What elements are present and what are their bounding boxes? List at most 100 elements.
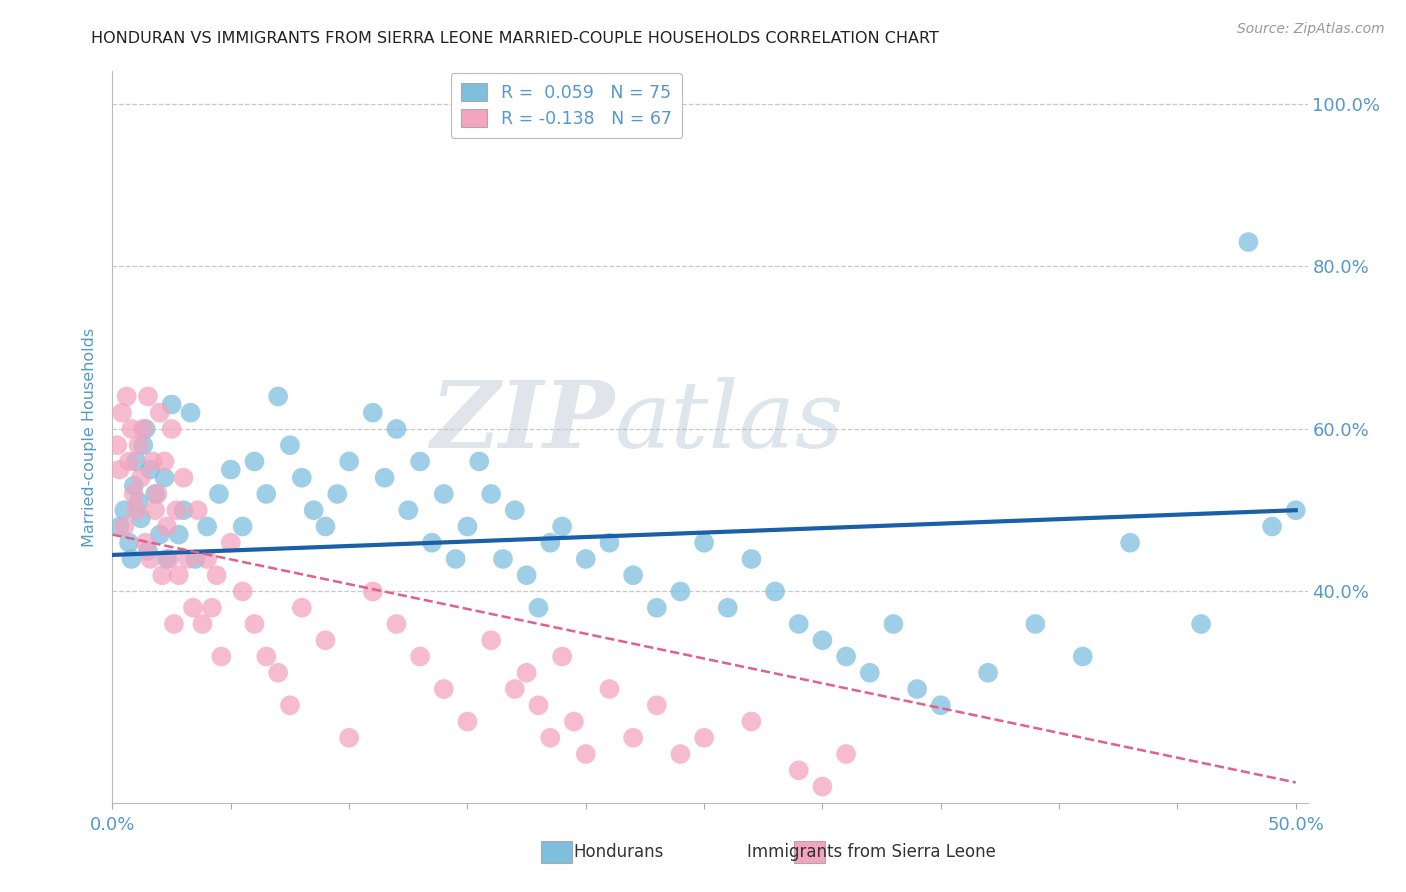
- Point: [232, 584, 254, 599]
- Point: [326, 487, 349, 501]
- Point: [128, 495, 150, 509]
- Point: [160, 398, 183, 412]
- Point: [254, 649, 277, 664]
- Point: [146, 487, 169, 501]
- Point: [693, 535, 716, 549]
- Point: [156, 519, 179, 533]
- Point: [374, 471, 396, 485]
- Point: [208, 487, 231, 501]
- Point: [184, 552, 207, 566]
- Point: [243, 454, 266, 468]
- Point: [129, 471, 152, 485]
- Point: [503, 503, 526, 517]
- Point: [740, 552, 762, 566]
- Point: [669, 584, 692, 599]
- Point: [337, 454, 360, 468]
- Point: [337, 731, 360, 745]
- Point: [811, 780, 834, 794]
- Point: [195, 519, 218, 533]
- Point: [598, 681, 620, 696]
- Point: [302, 503, 325, 517]
- Point: [143, 503, 166, 517]
- Point: [291, 471, 314, 485]
- Point: [905, 681, 928, 696]
- Point: [219, 462, 242, 476]
- Point: [150, 568, 173, 582]
- Point: [128, 438, 150, 452]
- Point: [859, 665, 882, 680]
- Point: [149, 527, 172, 541]
- Point: [118, 535, 141, 549]
- Point: [125, 454, 148, 468]
- Point: [1119, 535, 1142, 549]
- Point: [195, 552, 218, 566]
- Point: [1024, 617, 1046, 632]
- Point: [787, 764, 810, 778]
- Point: [254, 487, 277, 501]
- Point: [219, 535, 242, 549]
- Point: [538, 535, 561, 549]
- Point: [115, 389, 138, 403]
- Point: [929, 698, 952, 713]
- Point: [314, 633, 336, 648]
- Point: [503, 681, 526, 696]
- Point: [385, 422, 408, 436]
- Point: [111, 406, 134, 420]
- Point: [787, 617, 810, 632]
- Point: [479, 487, 502, 501]
- Point: [143, 487, 166, 501]
- Point: [149, 406, 172, 420]
- Point: [177, 552, 200, 566]
- Point: [209, 649, 232, 664]
- Point: [108, 462, 131, 476]
- Point: [112, 519, 135, 533]
- Point: [1237, 235, 1260, 249]
- Point: [396, 503, 419, 517]
- Point: [167, 568, 190, 582]
- Point: [835, 747, 858, 761]
- Point: [492, 552, 515, 566]
- Point: [120, 422, 142, 436]
- Point: [811, 633, 834, 648]
- Point: [205, 568, 228, 582]
- Point: [142, 454, 165, 468]
- Point: [181, 600, 204, 615]
- Point: [153, 471, 176, 485]
- Point: [562, 714, 585, 729]
- Point: [1071, 649, 1094, 664]
- Point: [163, 617, 186, 632]
- Point: [160, 422, 183, 436]
- Point: [105, 438, 128, 452]
- Point: [740, 714, 762, 729]
- Point: [385, 617, 408, 632]
- Point: [1285, 503, 1308, 517]
- Point: [433, 681, 456, 696]
- Point: [122, 479, 145, 493]
- Point: [165, 503, 187, 517]
- Point: [132, 438, 155, 452]
- Point: [201, 600, 224, 615]
- Point: [645, 600, 668, 615]
- Text: ZIP: ZIP: [430, 377, 614, 467]
- Text: Source: ZipAtlas.com: Source: ZipAtlas.com: [1237, 22, 1385, 37]
- Point: [1261, 519, 1284, 533]
- Text: atlas: atlas: [614, 377, 844, 467]
- Point: [243, 617, 266, 632]
- Point: [153, 454, 176, 468]
- Point: [516, 568, 538, 582]
- Point: [122, 487, 145, 501]
- Point: [420, 535, 443, 549]
- Point: [717, 600, 740, 615]
- Text: 0.0%: 0.0%: [90, 816, 135, 834]
- Point: [575, 747, 598, 761]
- Point: [551, 649, 574, 664]
- Point: [456, 714, 478, 729]
- Point: [139, 462, 162, 476]
- Text: Immigrants from Sierra Leone: Immigrants from Sierra Leone: [747, 843, 997, 861]
- Point: [167, 527, 190, 541]
- Text: Hondurans: Hondurans: [574, 843, 664, 861]
- Point: [232, 519, 254, 533]
- Point: [112, 503, 135, 517]
- Point: [527, 600, 550, 615]
- Point: [409, 454, 432, 468]
